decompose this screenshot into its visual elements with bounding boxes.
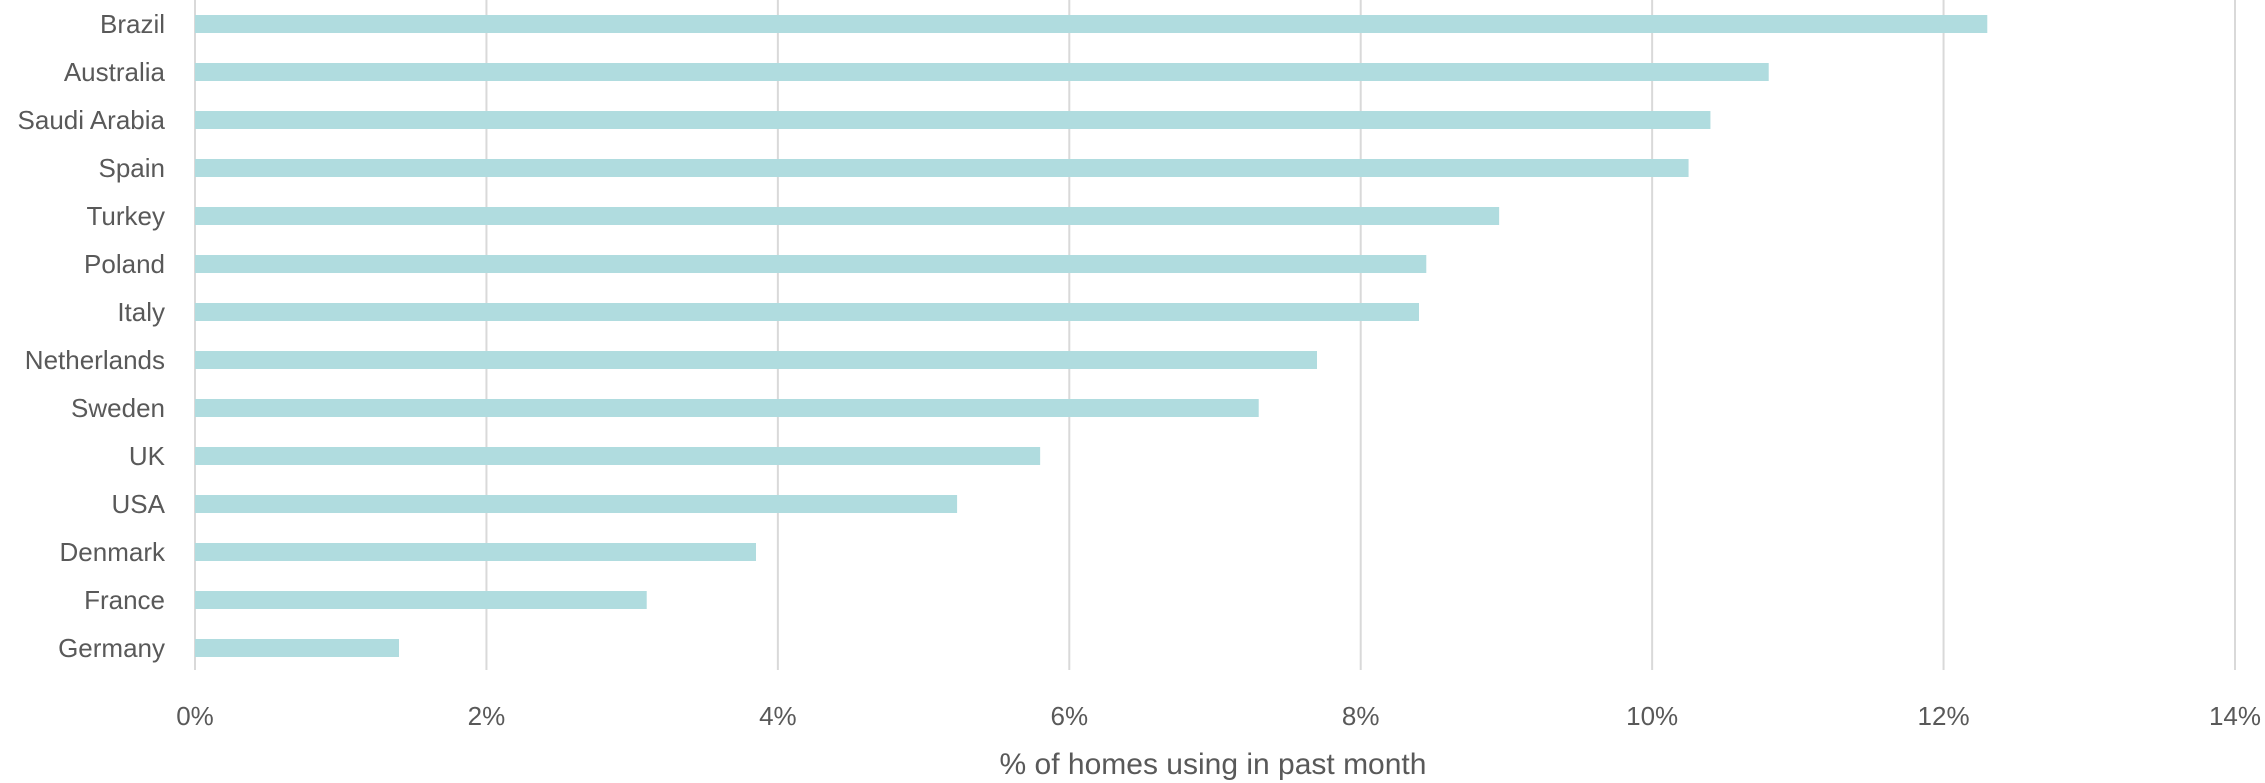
bar-france xyxy=(195,591,647,609)
bar-brazil xyxy=(195,15,1988,33)
x-tick-label: 0% xyxy=(176,701,214,731)
category-label: Sweden xyxy=(71,393,165,423)
bar-spain xyxy=(195,159,1689,177)
category-label: Italy xyxy=(117,297,165,327)
bar-sweden xyxy=(195,399,1259,417)
x-tick-label: 14% xyxy=(2209,701,2261,731)
category-label: France xyxy=(84,585,165,615)
gridlines xyxy=(194,0,2236,670)
bar-germany xyxy=(195,639,399,657)
bar-netherlands xyxy=(195,351,1317,369)
category-label: Saudi Arabia xyxy=(18,105,166,135)
category-label: Brazil xyxy=(100,9,165,39)
bar-poland xyxy=(195,255,1427,273)
bar-turkey xyxy=(195,207,1500,225)
category-label: Spain xyxy=(99,153,166,183)
x-axis-title: % of homes using in past month xyxy=(1000,748,1427,781)
category-label: Germany xyxy=(58,633,165,663)
category-label: Poland xyxy=(84,249,165,279)
category-label: Australia xyxy=(64,57,166,87)
category-label: Netherlands xyxy=(25,345,165,375)
bar-saudi-arabia xyxy=(195,111,1711,129)
category-label: USA xyxy=(112,489,166,519)
bar-australia xyxy=(195,63,1769,81)
x-tick-label: 12% xyxy=(1918,701,1970,731)
category-labels: Brazil Australia Saudi Arabia Spain Turkey Po… xyxy=(18,9,166,663)
x-tick-label: 8% xyxy=(1342,701,1380,731)
x-tick-labels: 0% 2% 4% 6% 8% 10% 12% 14% xyxy=(176,701,2261,731)
category-label: Denmark xyxy=(60,537,166,567)
bar-uk xyxy=(195,447,1041,465)
x-tick-label: 6% xyxy=(1050,701,1088,731)
bar-italy xyxy=(195,303,1419,321)
bars xyxy=(195,15,1988,657)
bar-denmark xyxy=(195,543,756,561)
x-tick-label: 10% xyxy=(1626,701,1678,731)
x-tick-label: 2% xyxy=(468,701,506,731)
category-label: UK xyxy=(129,441,166,471)
bar-usa xyxy=(195,495,958,513)
x-tick-label: 4% xyxy=(759,701,797,731)
category-label: Turkey xyxy=(87,201,166,231)
